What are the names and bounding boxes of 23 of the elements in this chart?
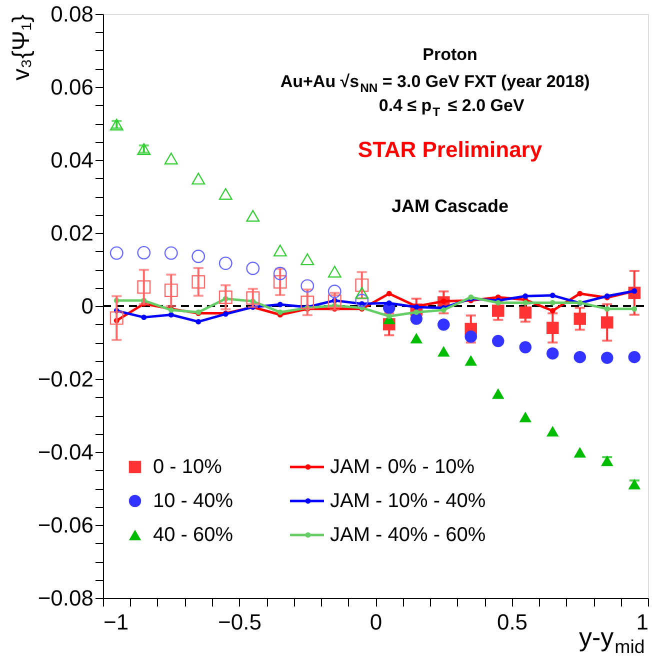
x-tick-label: −0.5 — [218, 610, 262, 634]
annotation: Proton — [422, 45, 478, 64]
legend-label: 40 - 60% — [153, 524, 234, 546]
y-tick-label: 0.06 — [50, 74, 94, 100]
legend-label: 0 - 10% — [153, 456, 222, 478]
y-tick-label: −0.02 — [38, 366, 94, 392]
y-tick-label: −0.06 — [38, 512, 94, 538]
legend-label: JAM - 40% - 60% — [330, 524, 486, 546]
y-tick-label: −0.04 — [38, 440, 94, 464]
y-axis-title: v₃{Ψ₁} — [8, 14, 35, 80]
x-tick-label: −1 — [104, 610, 129, 634]
legend-label: 10 - 40% — [153, 490, 234, 512]
x-tick-label: 0 — [370, 610, 382, 634]
y-tick-label: 0.02 — [50, 220, 94, 246]
y-tick-label: 0.04 — [50, 148, 94, 172]
y-tick-label: −0.08 — [38, 586, 94, 610]
y-tick-label: 0 — [81, 294, 94, 318]
legend-label: JAM - 0% - 10% — [330, 456, 475, 478]
x-tick-label: 0.5 — [496, 610, 528, 634]
annotation: JAM Cascade — [391, 196, 509, 216]
y-tick-label: 0.08 — [50, 2, 94, 26]
legend-label: JAM - 10% - 40% — [330, 490, 486, 512]
annotation: STAR Preliminary — [358, 137, 543, 162]
